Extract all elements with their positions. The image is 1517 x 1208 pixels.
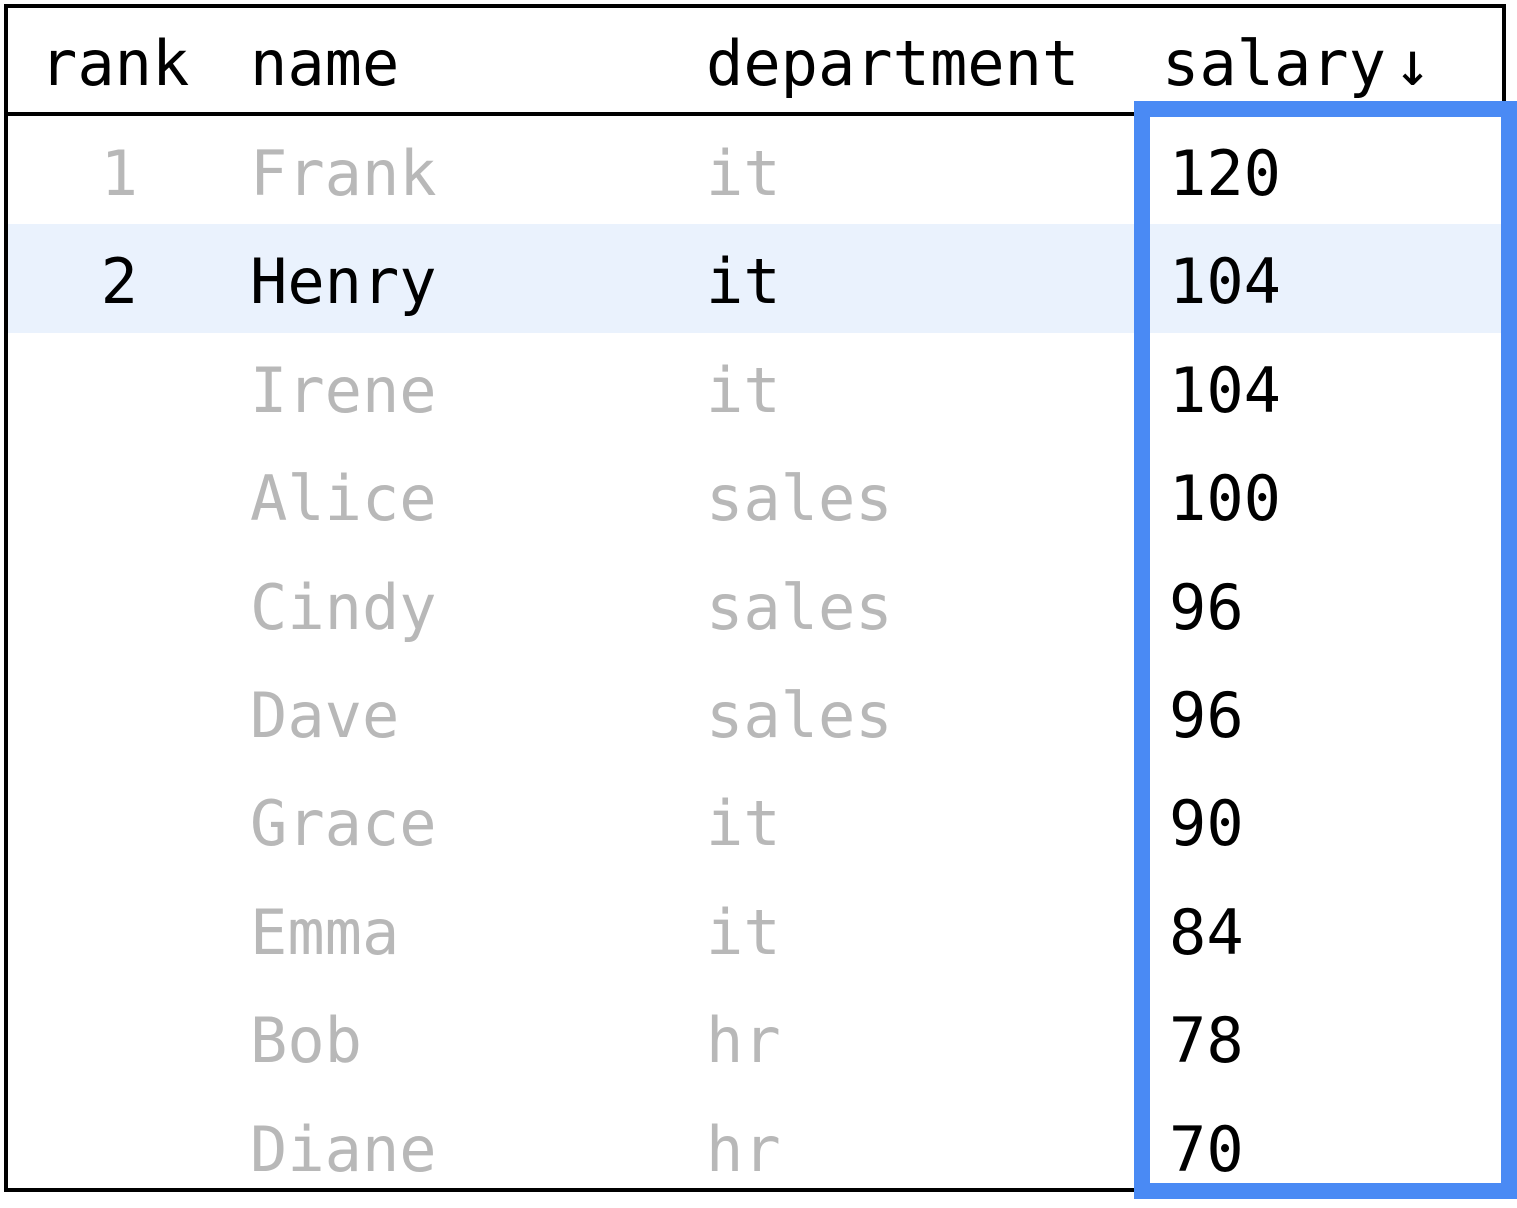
table-row[interactable]: Irene it 104 <box>8 333 1502 441</box>
sort-descending-icon[interactable]: ↓ <box>1393 27 1432 100</box>
department-cell: sales <box>706 679 893 752</box>
name-cell: Bob <box>250 1004 362 1078</box>
department-cell: it <box>706 895 781 969</box>
salary-cell: 96 <box>1169 570 1244 644</box>
rank-cell <box>8 658 138 766</box>
rank-cell <box>8 333 138 441</box>
salary-cell: 96 <box>1169 679 1244 752</box>
table-row[interactable]: Diane hr 70 <box>8 1092 1502 1200</box>
rank-cell <box>8 441 138 549</box>
department-cell: it <box>706 353 781 427</box>
department-cell: hr <box>706 1004 781 1078</box>
salary-cell: 104 <box>1169 245 1281 319</box>
name-cell: Henry <box>250 245 437 319</box>
salary-cell: 100 <box>1169 462 1281 536</box>
rank-cell <box>8 550 138 658</box>
salary-cell: 104 <box>1169 353 1281 427</box>
department-cell: hr <box>706 1112 781 1186</box>
rank-cell: 2 <box>100 245 138 319</box>
column-header-salary-label: salary <box>1162 27 1386 100</box>
salary-cell: 84 <box>1169 895 1244 969</box>
name-cell: Irene <box>250 353 437 427</box>
salary-cell: 120 <box>1169 137 1281 210</box>
table-row[interactable]: Emma it 84 <box>8 875 1502 983</box>
salary-cell: 78 <box>1169 1004 1244 1078</box>
rank-cell: 1 <box>100 137 138 210</box>
rank-cell <box>8 983 138 1091</box>
column-header-name[interactable]: name <box>250 27 400 100</box>
data-table: rank name department salary ↓ 1 Frank it … <box>4 4 1506 1192</box>
department-cell: it <box>706 245 781 319</box>
department-cell: sales <box>706 462 893 536</box>
department-cell: it <box>706 787 781 861</box>
name-cell: Emma <box>250 895 400 969</box>
salary-cell: 70 <box>1169 1112 1244 1186</box>
name-cell: Alice <box>250 462 437 536</box>
name-cell: Dave <box>250 679 400 752</box>
table-row[interactable]: Dave sales 96 <box>8 658 1502 766</box>
column-header-rank[interactable]: rank <box>40 27 190 100</box>
name-cell: Grace <box>250 787 437 861</box>
table-row[interactable]: 1 Frank it 120 <box>8 116 1502 224</box>
table-row[interactable]: Bob hr 78 <box>8 983 1502 1091</box>
table-row[interactable]: 2 Henry it 104 <box>8 224 1502 333</box>
name-cell: Frank <box>250 137 437 210</box>
table-row[interactable]: Alice sales 100 <box>8 441 1502 549</box>
table-header: rank name department salary ↓ <box>8 8 1502 116</box>
department-cell: sales <box>706 570 893 644</box>
name-cell: Cindy <box>250 570 437 644</box>
rank-cell <box>8 875 138 983</box>
rank-cell <box>8 1092 138 1200</box>
salary-cell: 90 <box>1169 787 1244 861</box>
table-row[interactable]: Cindy sales 96 <box>8 550 1502 658</box>
department-cell: it <box>706 137 781 210</box>
rank-cell <box>8 766 138 874</box>
column-header-department[interactable]: department <box>706 27 1080 100</box>
column-header-salary[interactable]: salary ↓ <box>1162 8 1431 112</box>
table-row[interactable]: Grace it 90 <box>8 766 1502 874</box>
name-cell: Diane <box>250 1112 437 1186</box>
